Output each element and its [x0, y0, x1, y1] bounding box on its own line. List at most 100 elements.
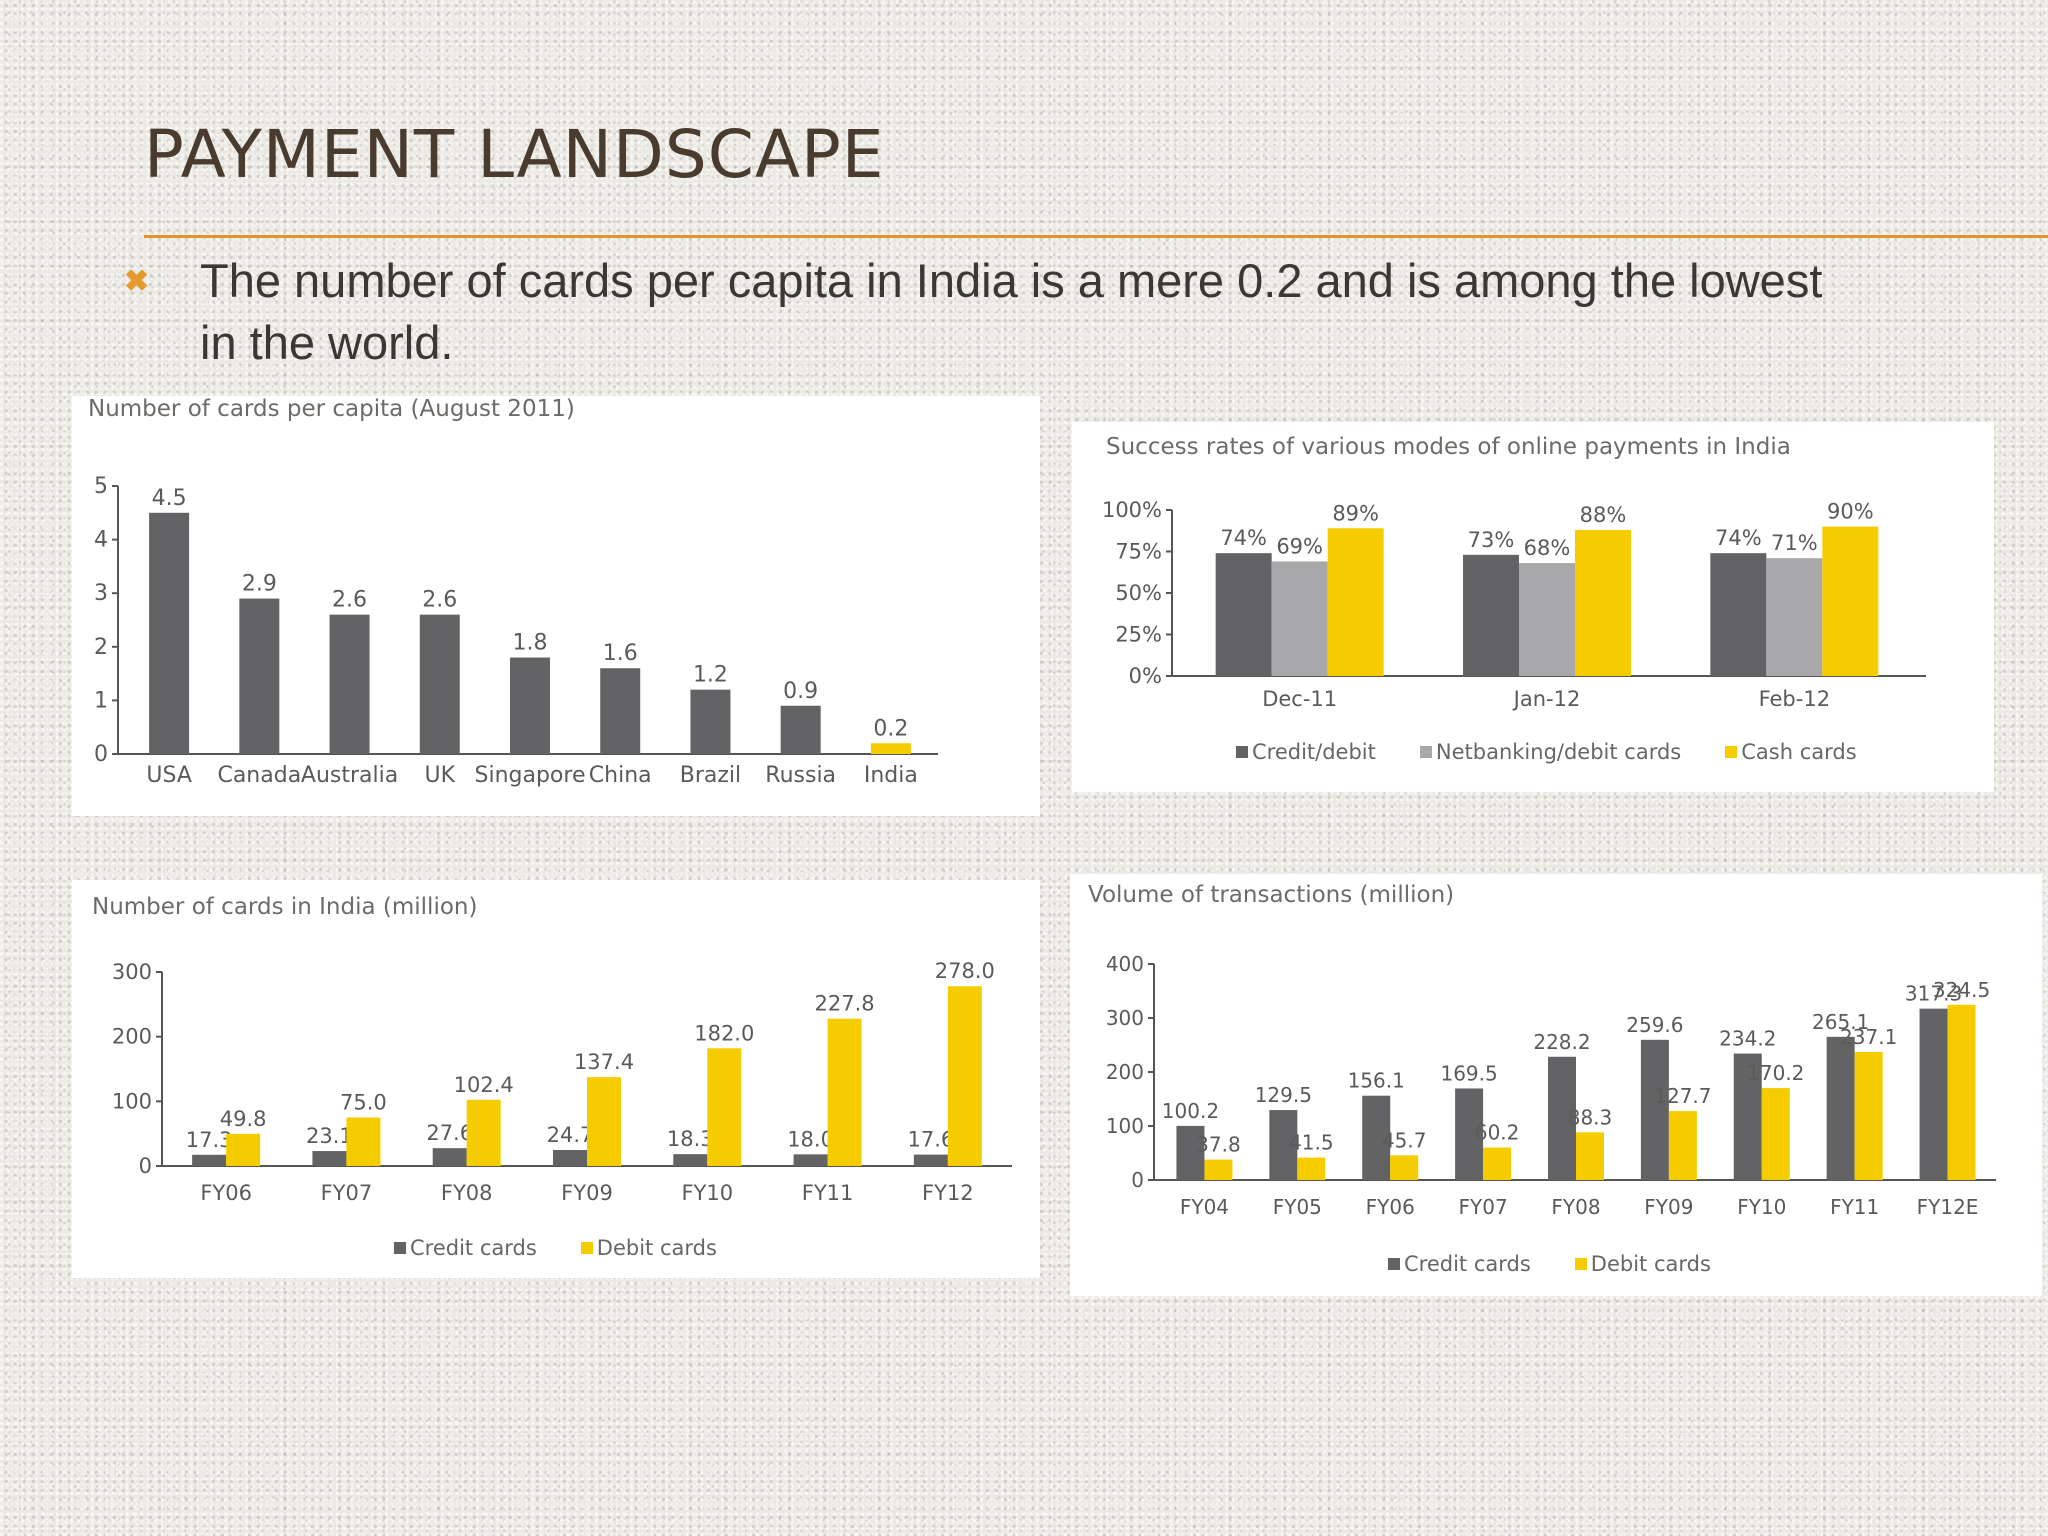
y-tick-label: 300 — [112, 960, 152, 984]
y-tick-label: 300 — [1106, 1006, 1144, 1030]
bar — [793, 1154, 828, 1166]
bar — [1854, 1051, 1883, 1180]
data-label: 324.5 — [1933, 978, 1990, 1002]
chart-transaction-volume-plot: 0 100 200 300 400 100.2 37.8 FY04 129.5 41.5 FY05 1… — [1106, 952, 1996, 1219]
bar — [510, 657, 550, 754]
data-label: 45.7 — [1382, 1128, 1427, 1152]
chart-cards-in-india-plot: 0 100 200 300 17.349.8 FY06 23.1 75.0 FY07 27.6 10… — [112, 959, 1012, 1205]
legend-item: Cash cards — [1725, 740, 1857, 764]
bar — [329, 614, 370, 754]
x-tick-label: China — [589, 763, 652, 788]
legend-label: Credit/debit — [1252, 740, 1376, 764]
data-label: 90% — [1827, 500, 1874, 524]
legend-label: Credit cards — [410, 1236, 537, 1260]
data-label: 4.5 — [152, 486, 187, 511]
legend-item: Credit cards — [394, 1236, 537, 1260]
data-label: 74% — [1715, 526, 1762, 550]
data-label: 156.1 — [1348, 1069, 1405, 1093]
y-tick-label: 75% — [1115, 540, 1162, 564]
data-label: 137.4 — [574, 1050, 634, 1074]
data-label: 170.2 — [1747, 1061, 1804, 1085]
chart-title: Volume of transactions (million) — [1088, 882, 1455, 908]
data-label: 100.2 — [1162, 1099, 1219, 1123]
bar — [1919, 1008, 1948, 1180]
data-label: 1.8 — [513, 631, 548, 656]
data-label: 169.5 — [1440, 1061, 1497, 1085]
bar — [947, 986, 982, 1166]
cross-bullet-icon: ✖ — [124, 265, 150, 298]
y-tick-label: 2 — [94, 635, 108, 660]
x-tick-label: Canada — [217, 763, 301, 788]
bar — [1710, 553, 1767, 676]
data-label: 317.3 — [1905, 982, 1962, 1006]
bar — [239, 598, 280, 754]
legend-label: Debit cards — [596, 1236, 717, 1260]
x-tick-label: Australia — [301, 763, 398, 788]
x-tick-label: FY04 — [1180, 1195, 1229, 1219]
bar — [346, 1117, 381, 1166]
chart-legend: Credit/debit Netbanking/debit cards Cash… — [1236, 740, 1857, 764]
bar — [1327, 528, 1384, 676]
bar — [226, 1133, 261, 1166]
x-tick-label: Feb-12 — [1759, 687, 1830, 711]
bar — [1761, 1088, 1790, 1180]
x-tick-label: Russia — [765, 763, 836, 788]
data-label: 41.5 — [1289, 1131, 1334, 1155]
legend-swatch — [1574, 1258, 1587, 1270]
bar — [1463, 554, 1519, 676]
x-tick-label: FY12E — [1917, 1195, 1979, 1219]
data-label: 129.5 — [1255, 1083, 1312, 1107]
data-label: 49.8 — [220, 1107, 267, 1131]
y-tick-label: 200 — [1106, 1060, 1144, 1084]
x-tick-label: FY07 — [321, 1181, 373, 1205]
chart-payment-success-rates-plot: 0% 25% 50% 75% 100% 74% 69% 89% Dec-11 73% 68% 88% J… — [1102, 498, 1926, 711]
data-label: 23.1 — [306, 1124, 353, 1148]
slide-title: PAYMENT LANDSCAPE — [144, 116, 885, 193]
bar — [1215, 553, 1272, 676]
y-tick-label: 3 — [94, 581, 108, 606]
bar — [1548, 1056, 1576, 1180]
legend-swatch — [1388, 1258, 1400, 1270]
bar — [870, 743, 911, 754]
data-label: 2.6 — [332, 588, 367, 613]
data-label: 127.7 — [1654, 1084, 1711, 1108]
x-tick-label: Dec-11 — [1262, 687, 1337, 711]
legend-label: Credit cards — [1404, 1252, 1531, 1276]
data-label: 18.0 — [787, 1127, 834, 1151]
bar — [673, 1154, 708, 1166]
bar — [913, 1154, 948, 1166]
bar — [466, 1099, 501, 1166]
x-tick-label: UK — [425, 763, 456, 788]
bar — [432, 1148, 467, 1166]
legend-item: Debit cards — [580, 1236, 717, 1260]
data-label: 75.0 — [340, 1091, 387, 1115]
data-label: 102.4 — [454, 1073, 514, 1097]
y-tick-label: 200 — [112, 1025, 152, 1049]
bar — [1575, 529, 1631, 676]
legend-label: Netbanking/debit cards — [1435, 740, 1682, 764]
legend-swatch — [394, 1242, 406, 1254]
data-label: 228.2 — [1533, 1030, 1590, 1054]
data-label: 24.7 — [547, 1123, 594, 1147]
legend-swatch — [1725, 746, 1738, 758]
chart-transaction-volume: Volume of transactions (million) 0 100 200… — [1070, 874, 2042, 1296]
bar — [1576, 1132, 1604, 1180]
x-tick-label: FY06 — [200, 1181, 252, 1205]
x-tick-label: India — [864, 763, 918, 788]
bar — [780, 705, 821, 754]
data-label: 0.9 — [783, 679, 818, 704]
data-label: 278.0 — [935, 959, 995, 983]
y-tick-label: 5 — [94, 474, 108, 499]
x-tick-label: FY10 — [681, 1181, 733, 1205]
bar — [1668, 1111, 1697, 1180]
data-label: 2.6 — [422, 588, 457, 613]
bar — [1640, 1039, 1669, 1180]
legend-item: Credit/debit — [1236, 740, 1376, 764]
data-label: 37.8 — [1196, 1133, 1241, 1157]
y-tick-label: 400 — [1106, 952, 1144, 976]
data-label: 182.0 — [694, 1021, 754, 1045]
x-tick-label: FY05 — [1273, 1195, 1322, 1219]
x-tick-label: FY08 — [1551, 1195, 1600, 1219]
y-tick-label: 0 — [94, 742, 108, 767]
bar — [419, 614, 460, 754]
